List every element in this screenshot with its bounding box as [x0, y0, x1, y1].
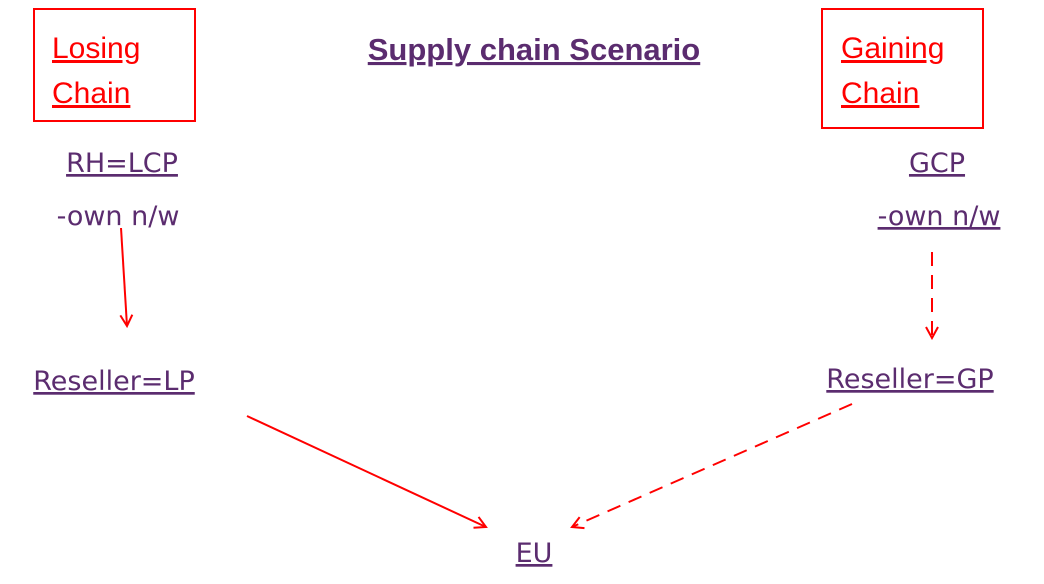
- arrow: [246, 415, 486, 527]
- arrow: [121, 227, 127, 326]
- box-label: Chain: [52, 77, 130, 110]
- node-label: Reseller=LP: [33, 366, 195, 397]
- box-label: Gaining: [841, 32, 944, 65]
- node-label: EU: [516, 538, 553, 569]
- box-label: Losing: [52, 32, 140, 65]
- arrow-dashed: [572, 403, 853, 527]
- node-label: Reseller=GP: [826, 364, 993, 395]
- node-label: RH=LCP: [66, 148, 178, 179]
- box-losing: [33, 8, 196, 122]
- node-sub: -own n/w: [57, 201, 180, 232]
- title: Supply chain Scenario: [368, 32, 700, 67]
- node-sub: -own n/w: [878, 201, 1001, 232]
- node-label: GCP: [909, 148, 965, 179]
- box-gaining: [821, 8, 984, 129]
- box-label: Chain: [841, 77, 919, 110]
